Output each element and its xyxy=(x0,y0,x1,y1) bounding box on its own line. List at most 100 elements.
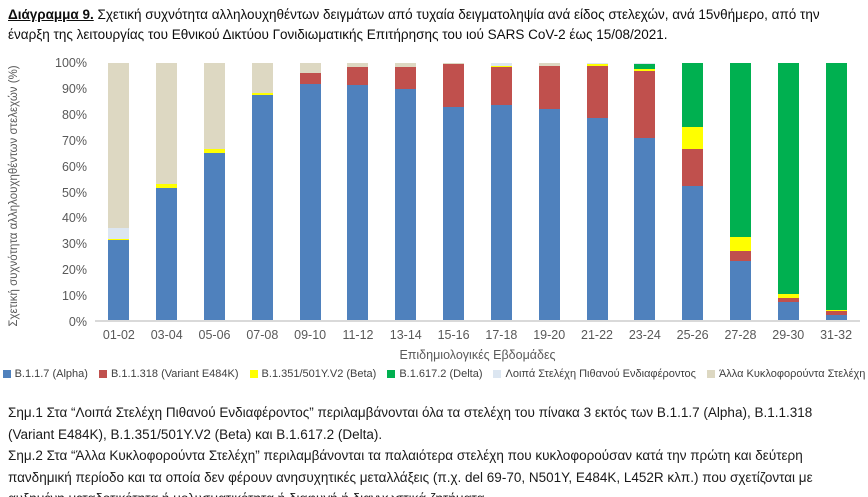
bar-slot-07-08 xyxy=(238,63,286,320)
bar-segment xyxy=(108,227,130,240)
y-tick-label: 50% xyxy=(61,185,87,200)
bar-segment xyxy=(395,88,417,320)
y-tick-label: 10% xyxy=(61,289,87,304)
x-tick-label: 17-18 xyxy=(485,328,518,342)
bar-segment xyxy=(682,63,704,128)
bars-row xyxy=(95,63,860,320)
bar-segment xyxy=(825,314,847,320)
stacked-bar-25-26 xyxy=(682,63,704,320)
legend-item: B.1.617.2 (Delta) xyxy=(387,368,482,380)
legend-swatch-icon xyxy=(2,370,11,378)
bar-slot-17-18 xyxy=(478,63,526,320)
legend-label: B.1.1.318 (Variant E484K) xyxy=(110,368,239,380)
y-tick-label: 80% xyxy=(61,107,87,122)
x-tick-label: 15-16 xyxy=(437,328,470,342)
legend-item: Λοιπά Στελέχη Πιθανού Ενδιαφέροντος xyxy=(493,368,696,380)
stacked-bar-09-10 xyxy=(299,63,321,320)
bar-slot-21-22 xyxy=(573,63,621,320)
legend-swatch-icon xyxy=(249,370,258,378)
x-tick-label: 07-08 xyxy=(246,328,279,342)
bar-segment xyxy=(490,105,512,320)
y-tick-label: 40% xyxy=(61,211,87,226)
bar-slot-31-32 xyxy=(812,63,860,320)
y-tick-label: 90% xyxy=(61,81,87,96)
stacked-bar-03-04 xyxy=(156,63,178,320)
x-axis-tick-labels: 01-02 03-04 05-06 07-08 09-10 11-12 13-14 15-16… xyxy=(95,328,860,342)
plot-area xyxy=(95,63,860,322)
y-tick-label: 20% xyxy=(61,263,87,278)
bar-segment xyxy=(682,127,704,150)
y-tick-label: 70% xyxy=(61,133,87,148)
bar-segment xyxy=(443,106,465,320)
legend-label: B.1.1.7 (Alpha) xyxy=(14,368,88,380)
bar-segment xyxy=(777,63,799,295)
bar-segment xyxy=(729,250,751,261)
bar-segment xyxy=(395,66,417,89)
chart-caption: Διάγραμμα 9. Σχετική συχνότητα αλληλουχη… xyxy=(8,5,862,44)
bar-segment xyxy=(682,186,704,320)
bar-segment xyxy=(538,63,560,66)
stacked-bar-11-12 xyxy=(347,63,369,320)
legend-swatch-icon xyxy=(706,370,715,378)
bar-segment xyxy=(634,63,656,65)
bar-segment xyxy=(682,149,704,187)
bar-segment xyxy=(729,63,751,237)
bar-segment xyxy=(156,183,178,188)
x-tick-label: 23-24 xyxy=(628,328,661,342)
legend-item: B.1.351/501Y.V2 (Beta) xyxy=(249,368,376,380)
bar-segment xyxy=(586,63,608,65)
legend-item: B.1.1.318 (Variant E484K) xyxy=(98,368,239,380)
bar-segment xyxy=(729,236,751,251)
stacked-bar-17-18 xyxy=(490,63,512,320)
stacked-bar-29-30 xyxy=(777,63,799,320)
bar-segment xyxy=(538,65,560,110)
bar-segment xyxy=(825,309,847,312)
stacked-bar-27-28 xyxy=(729,63,751,320)
bar-slot-11-12 xyxy=(334,63,382,320)
stacked-bar-31-32 xyxy=(825,63,847,320)
bar-segment xyxy=(586,65,608,119)
x-tick-label: 21-22 xyxy=(581,328,614,342)
bar-segment xyxy=(347,66,369,85)
stacked-bar-chart: Σχετική συχνότητα αλληλουχηθέντων στελεχ… xyxy=(0,55,868,390)
legend-item: B.1.1.7 (Alpha) xyxy=(2,368,88,380)
y-axis-tick-labels: 100% 90% 80% 70% 60% 50% 40% 30% 20% 10% 0% xyxy=(0,56,87,329)
bar-segment xyxy=(825,311,847,315)
legend-label: B.1.617.2 (Delta) xyxy=(399,368,483,380)
y-tick-label: 60% xyxy=(61,159,87,174)
stacked-bar-21-22 xyxy=(586,63,608,320)
bar-segment xyxy=(634,64,656,70)
stacked-bar-15-16 xyxy=(443,63,465,320)
bar-segment xyxy=(729,260,751,320)
bar-segment xyxy=(490,65,512,67)
x-tick-label: 01-02 xyxy=(102,328,135,342)
bar-segment xyxy=(299,83,321,320)
bar-segment xyxy=(634,70,656,138)
bar-segment xyxy=(204,63,226,150)
legend-swatch-icon xyxy=(98,370,107,378)
footnote-1: Σημ.1 Στα “Λοιπά Στελέχη Πιθανού Ενδιαφέ… xyxy=(8,405,813,442)
bar-segment xyxy=(251,92,273,96)
legend-swatch-icon xyxy=(493,370,502,378)
chart-caption-text: Σχετική συχνότητα αλληλουχηθέντων δειγμά… xyxy=(8,7,820,42)
bar-segment xyxy=(204,152,226,320)
bar-segment xyxy=(156,187,178,320)
bar-segment xyxy=(538,109,560,320)
bar-segment xyxy=(777,298,799,303)
bar-segment xyxy=(586,118,608,320)
bar-segment xyxy=(634,137,656,320)
x-tick-label: 31-32 xyxy=(820,328,853,342)
chart-caption-number: Διάγραμμα 9. xyxy=(8,7,94,22)
x-tick-label: 29-30 xyxy=(772,328,805,342)
bar-segment xyxy=(490,66,512,106)
x-tick-label: 09-10 xyxy=(294,328,327,342)
x-tick-label: 11-12 xyxy=(342,328,374,342)
x-tick-label: 13-14 xyxy=(389,328,422,342)
x-tick-label: 05-06 xyxy=(198,328,231,342)
bar-slot-15-16 xyxy=(430,63,478,320)
bar-segment xyxy=(347,63,369,67)
stacked-bar-01-02 xyxy=(108,63,130,320)
bar-slot-05-06 xyxy=(191,63,239,320)
bar-segment xyxy=(204,149,226,153)
